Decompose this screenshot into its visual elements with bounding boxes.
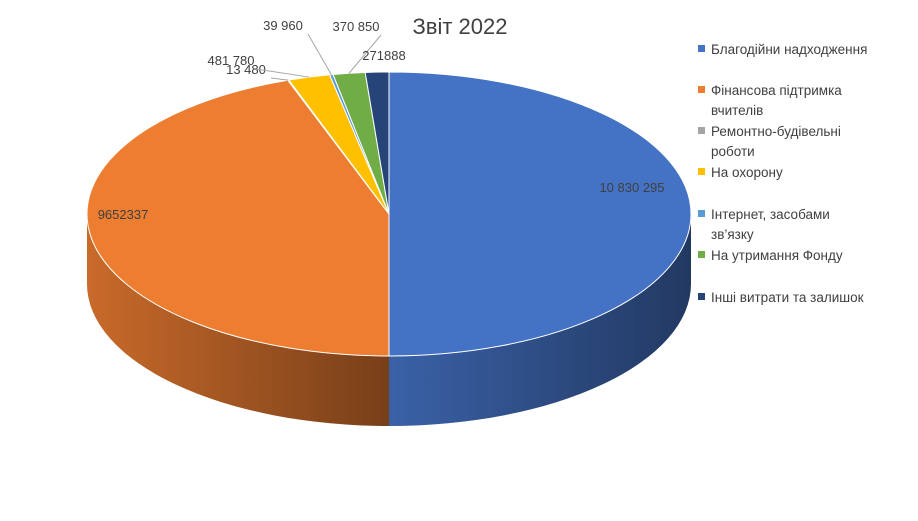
leader-line-4 [307,33,332,75]
data-label-1: 9652337 [98,207,149,222]
legend-swatch [698,251,705,258]
leader-line-3 [255,68,310,78]
legend-item-internet: Інтернет, засобами зв’язку [698,205,913,245]
legend-swatch [698,168,705,175]
chart-title: Звіт 2022 [412,14,508,39]
legend-item-other: Інші витрати та залишок [698,288,913,308]
legend-swatch [698,127,705,134]
legend-label: Благодійни надходження [711,42,868,57]
legend-item-teachers: Фінансова підтримка вчителів [698,81,913,121]
legend-label: Ремонтно-будівельні роботи [711,124,841,159]
data-label-0: 10 830 295 [599,180,664,195]
pie-slice-1 [86,79,390,357]
legend-swatch [698,86,705,93]
data-label-6: 271888 [362,48,405,63]
legend-swatch [698,45,705,52]
legend-label: На утримання Фонду [711,248,843,263]
pie-slice-0 [388,71,692,357]
data-label-5: 370 850 [333,19,380,34]
data-label-4: 39 960 [263,18,303,33]
pie-side-0 [389,214,691,426]
legend-item-repair: Ремонтно-будівельні роботи [698,122,913,162]
legend-swatch [698,210,705,217]
legend-label: Інтернет, засобами зв’язку [711,207,830,242]
leader-line-5 [348,34,382,74]
pie-side-1 [87,214,389,426]
legend-swatch [698,293,705,300]
legend-label: Інші витрати та залишок [711,290,864,305]
legend-label: Фінансова підтримка вчителів [711,83,842,118]
legend-item-security: На охорону [698,163,913,183]
data-label-2: 13 480 [226,62,266,77]
pie-slice-6 [364,71,390,215]
leader-line-2 [270,77,289,81]
legend-label: На охорону [711,165,783,180]
legend-item-charity: Благодійни надходження [698,40,913,60]
data-label-3: 481 780 [208,53,255,68]
legend-item-fund: На утримання Фонду [698,246,913,266]
